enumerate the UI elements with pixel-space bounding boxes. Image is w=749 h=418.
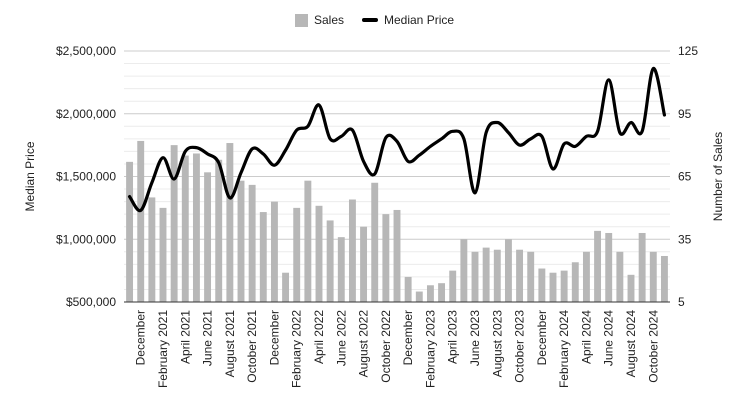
legend: Sales Median Price	[0, 13, 749, 27]
sales-bar	[649, 251, 657, 302]
y-left-axis-title: Median Price	[23, 141, 37, 211]
sales-bar	[426, 285, 434, 302]
sales-bar	[404, 276, 412, 302]
x-tick-label: April 2021	[178, 310, 192, 364]
y-right-tick-label: 125	[678, 44, 698, 58]
y-right-tick-label: 5	[678, 295, 685, 309]
x-tick-label: February 2024	[557, 310, 571, 388]
x-tick-label: August 2021	[223, 310, 237, 378]
legend-swatch-median-price	[362, 18, 378, 22]
gridlines	[124, 50, 670, 303]
x-tick-label: February 2023	[423, 310, 437, 388]
legend-item-median-price: Median Price	[362, 13, 454, 27]
sales-bar	[571, 262, 579, 302]
y-right-tick-label: 65	[678, 170, 692, 184]
sales-bar	[382, 214, 390, 302]
sales-bar	[560, 270, 568, 302]
sales-bar	[638, 232, 646, 302]
sales-bar	[660, 255, 668, 302]
sales-bar	[605, 232, 613, 302]
sales-bar	[438, 283, 446, 302]
sales-bar	[315, 205, 323, 302]
sales-bar	[616, 251, 624, 302]
sales-bar	[549, 272, 557, 302]
sales-bar	[204, 172, 212, 302]
x-tick-label: April 2024	[579, 310, 593, 364]
sales-bar	[627, 274, 635, 302]
x-tick-label: August 2022	[357, 310, 371, 378]
sales-bar	[516, 249, 524, 302]
sales-bar	[148, 197, 156, 302]
y-right-tick-label: 95	[678, 107, 692, 121]
x-tick-label: June 2022	[334, 310, 348, 366]
sales-bar	[360, 226, 368, 302]
sales-bar	[226, 143, 234, 302]
sales-bar	[493, 249, 501, 302]
x-tick-label: February 2022	[290, 310, 304, 388]
sales-bar	[527, 251, 535, 302]
sales-bar	[393, 209, 401, 302]
x-tick-label: October 2024	[646, 310, 660, 383]
y-right-tick-label: 35	[678, 232, 692, 246]
x-tick-label: December	[401, 310, 415, 365]
sales-bar	[270, 201, 278, 302]
sales-bar	[482, 247, 490, 302]
sales-bar	[504, 239, 512, 302]
y-right-axis-title: Number of Sales	[711, 132, 725, 221]
sales-bar	[237, 180, 245, 302]
x-tick-label: April 2022	[312, 310, 326, 364]
y-left-tick-label: $2,500,000	[56, 44, 116, 58]
x-tick-label: October 2023	[513, 310, 527, 383]
sales-bar	[538, 268, 546, 302]
x-tick-label: December	[535, 310, 549, 365]
x-tick-label: August 2024	[624, 310, 638, 378]
sales-bar	[594, 230, 602, 302]
sales-bar	[282, 272, 290, 302]
y-left-tick-label: $2,000,000	[56, 107, 116, 121]
median-price-line	[127, 66, 667, 213]
sales-bar	[259, 212, 267, 302]
x-tick-label: December	[267, 310, 281, 365]
sales-bar	[248, 184, 256, 302]
y-left-tick-label: $1,000,000	[56, 232, 116, 246]
sales-bar	[449, 270, 457, 302]
sales-bar	[192, 153, 200, 302]
sales-bar	[293, 207, 301, 302]
x-tick-label: April 2023	[446, 310, 460, 364]
y-left-tick-label: $500,000	[66, 295, 116, 309]
x-tick-label: October 2022	[379, 310, 393, 383]
sales-bar	[348, 199, 356, 302]
legend-label-median-price: Median Price	[384, 13, 455, 27]
sales-bar	[181, 155, 189, 302]
sales-bar	[371, 182, 379, 302]
sales-bar	[326, 220, 334, 302]
x-tick-label: October 2021	[245, 310, 259, 383]
sales-bar	[126, 161, 134, 302]
y-left-tick-label: $1,500,000	[56, 170, 116, 184]
sales-bar	[137, 140, 145, 302]
x-tick-label: June 2023	[468, 310, 482, 366]
sales-bar	[337, 237, 345, 302]
x-tick-label: June 2021	[201, 310, 215, 366]
legend-swatch-sales	[294, 13, 308, 27]
sales-bar	[460, 239, 468, 302]
x-tick-label: June 2024	[602, 310, 616, 366]
x-tick-label: February 2021	[156, 310, 170, 388]
sales-bar	[582, 251, 590, 302]
sales-bar	[304, 180, 312, 302]
sales-bar	[215, 159, 223, 302]
x-tick-label: August 2023	[490, 310, 504, 378]
sales-bar	[471, 251, 479, 302]
sales-bar	[170, 145, 178, 302]
legend-item-sales: Sales	[294, 13, 344, 27]
sales-bar	[415, 291, 423, 302]
legend-label-sales: Sales	[313, 13, 344, 27]
x-tick-label: December	[134, 310, 148, 365]
sales-bar	[159, 207, 167, 302]
